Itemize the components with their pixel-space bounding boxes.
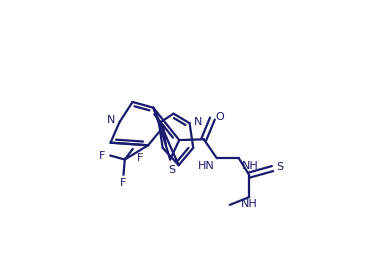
- Text: O: O: [215, 112, 224, 122]
- Text: N: N: [194, 117, 203, 127]
- Text: F: F: [137, 153, 143, 163]
- Text: NH: NH: [241, 199, 258, 209]
- Text: N: N: [107, 115, 115, 125]
- Text: S: S: [276, 162, 283, 172]
- Text: F: F: [99, 151, 105, 161]
- Text: F: F: [120, 178, 127, 188]
- Text: S: S: [168, 165, 175, 175]
- Text: HN: HN: [197, 161, 214, 171]
- Text: NH: NH: [242, 161, 258, 171]
